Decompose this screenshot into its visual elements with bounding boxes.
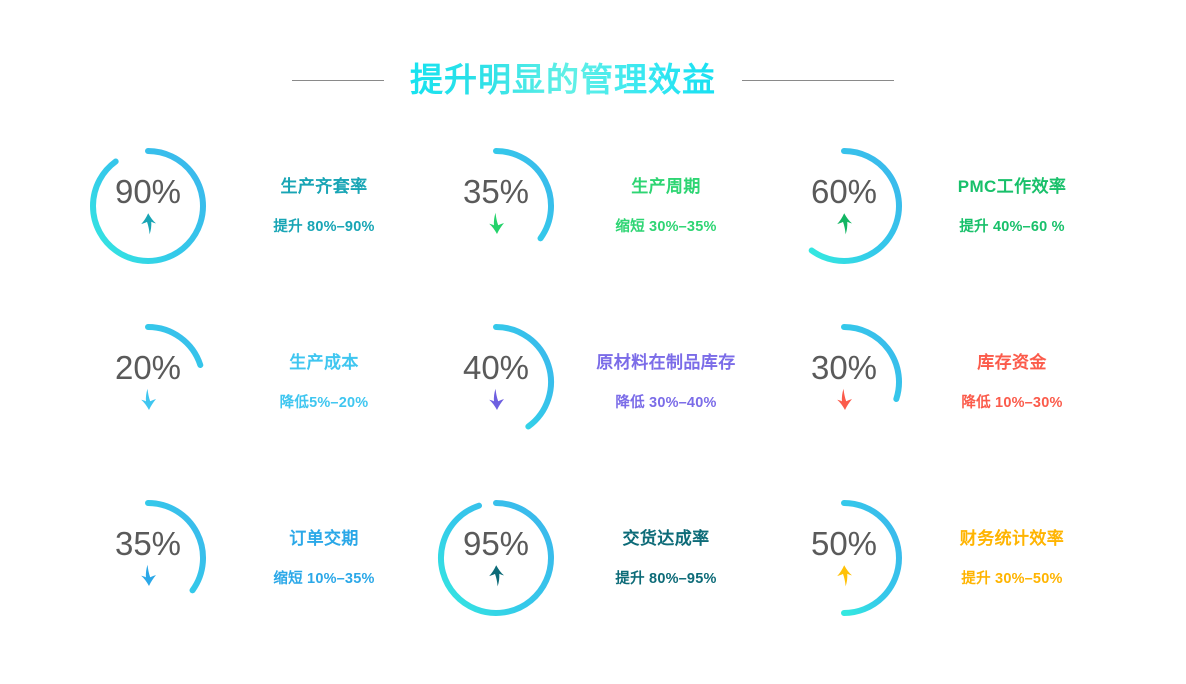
metric-texts: 生产周期缩短 30%–35% [578,176,754,236]
donut-gauge: 30% [774,312,914,452]
metric-note: 降低 30%–40% [615,395,717,411]
metric-card: 35% 生产周期 缩短 30%–35% [426,118,774,294]
donut-gauge-svg [808,148,902,264]
donut-gauge: 40% [426,312,566,452]
page-title: 提升明显的管理效益 [410,61,716,98]
gauge-arc [90,148,206,264]
slide-header: 提升明显的管理效益 [0,52,1186,108]
metric-note: 提升 80%–95% [615,571,717,587]
donut-gauge-svg [145,500,206,594]
metric-texts: 财务统计效率 提升 30%–50% [924,528,1100,588]
metric-note: 缩短 10%–35% [273,571,375,587]
gauge-arc [841,324,902,402]
metric-label: 原材料在制品库存 [596,353,736,372]
donut-gauge-svg [493,148,554,242]
metric-note: 提升 40%–60 % [959,219,1065,235]
metric-note: 缩短 30%–35% [615,219,717,235]
donut-gauge: 20% [78,312,218,452]
donut-gauge: 35% [78,488,218,628]
metric-card: 35% 订单交期缩短 10%–35% [78,470,426,646]
metric-label: 生产齐套率 [280,177,368,196]
gauge-arc [493,148,554,242]
metric-card: 40% 原材料在制品库存 降低 30%–40% [426,294,774,470]
metric-note: 降低 10%–30% [961,395,1063,411]
metric-texts: 生产成本降低5%–20% [236,352,412,412]
donut-gauge: 95% [426,488,566,628]
metric-label: PMC工作效率 [957,177,1067,196]
header-rule-left [292,79,384,81]
metric-texts: 原材料在制品库存 降低 30%–40% [578,352,754,412]
metric-label: 订单交期 [289,529,359,548]
metric-texts: 订单交期缩短 10%–35% [236,528,412,588]
gauge-arc [808,148,902,264]
metric-card: 90% 生产齐套率提升 80%–90% [78,118,426,294]
donut-gauge-svg [145,324,204,368]
donut-gauge: 35% [426,136,566,276]
gauge-arc [145,324,204,368]
metric-label: 生产周期 [631,177,701,196]
metric-card: 50% 财务统计效率 提升 30%–50% [774,470,1122,646]
metric-note: 提升 80%–90% [273,219,375,235]
metric-note: 提升 30%–50% [961,571,1063,587]
metric-label: 交货达成率 [622,529,710,548]
gauge-arc [841,500,902,616]
metric-card: 60% PMC工作效率 提升 40%–60 % [774,118,1122,294]
metric-texts: PMC工作效率 提升 40%–60 % [924,176,1100,236]
donut-gauge: 90% [78,136,218,276]
gauge-arc [438,500,554,616]
donut-gauge-svg [841,500,902,616]
metric-texts: 生产齐套率提升 80%–90% [236,176,412,236]
donut-gauge-svg [438,500,554,616]
metric-texts: 库存资金降低 10%–30% [924,352,1100,412]
donut-gauge-svg [90,148,206,264]
metric-label: 财务统计效率 [959,529,1065,548]
donut-gauge-svg [493,324,554,430]
metric-label: 库存资金 [977,353,1047,372]
metric-card: 30% 库存资金 降低 10%–30% [774,294,1122,470]
donut-gauge-svg [841,324,902,402]
gauge-arc [145,500,206,594]
metrics-grid: 90% 生产齐套率 提升 80%–90% 35% 生产周期 缩短 30%–35% 60% PM… [78,118,1118,646]
donut-gauge: 60% [774,136,914,276]
gauge-arc [493,324,554,430]
metric-label: 生产成本 [289,353,359,372]
header-rule-right [742,79,894,81]
metric-card: 20% 生产成本降低5%–20% [78,294,426,470]
donut-gauge: 50% [774,488,914,628]
metric-texts: 交货达成率提升 80%–95% [578,528,754,588]
metric-note: 降低5%–20% [279,395,369,411]
metric-card: 95% 交货达成率 提升 80%–95% [426,470,774,646]
